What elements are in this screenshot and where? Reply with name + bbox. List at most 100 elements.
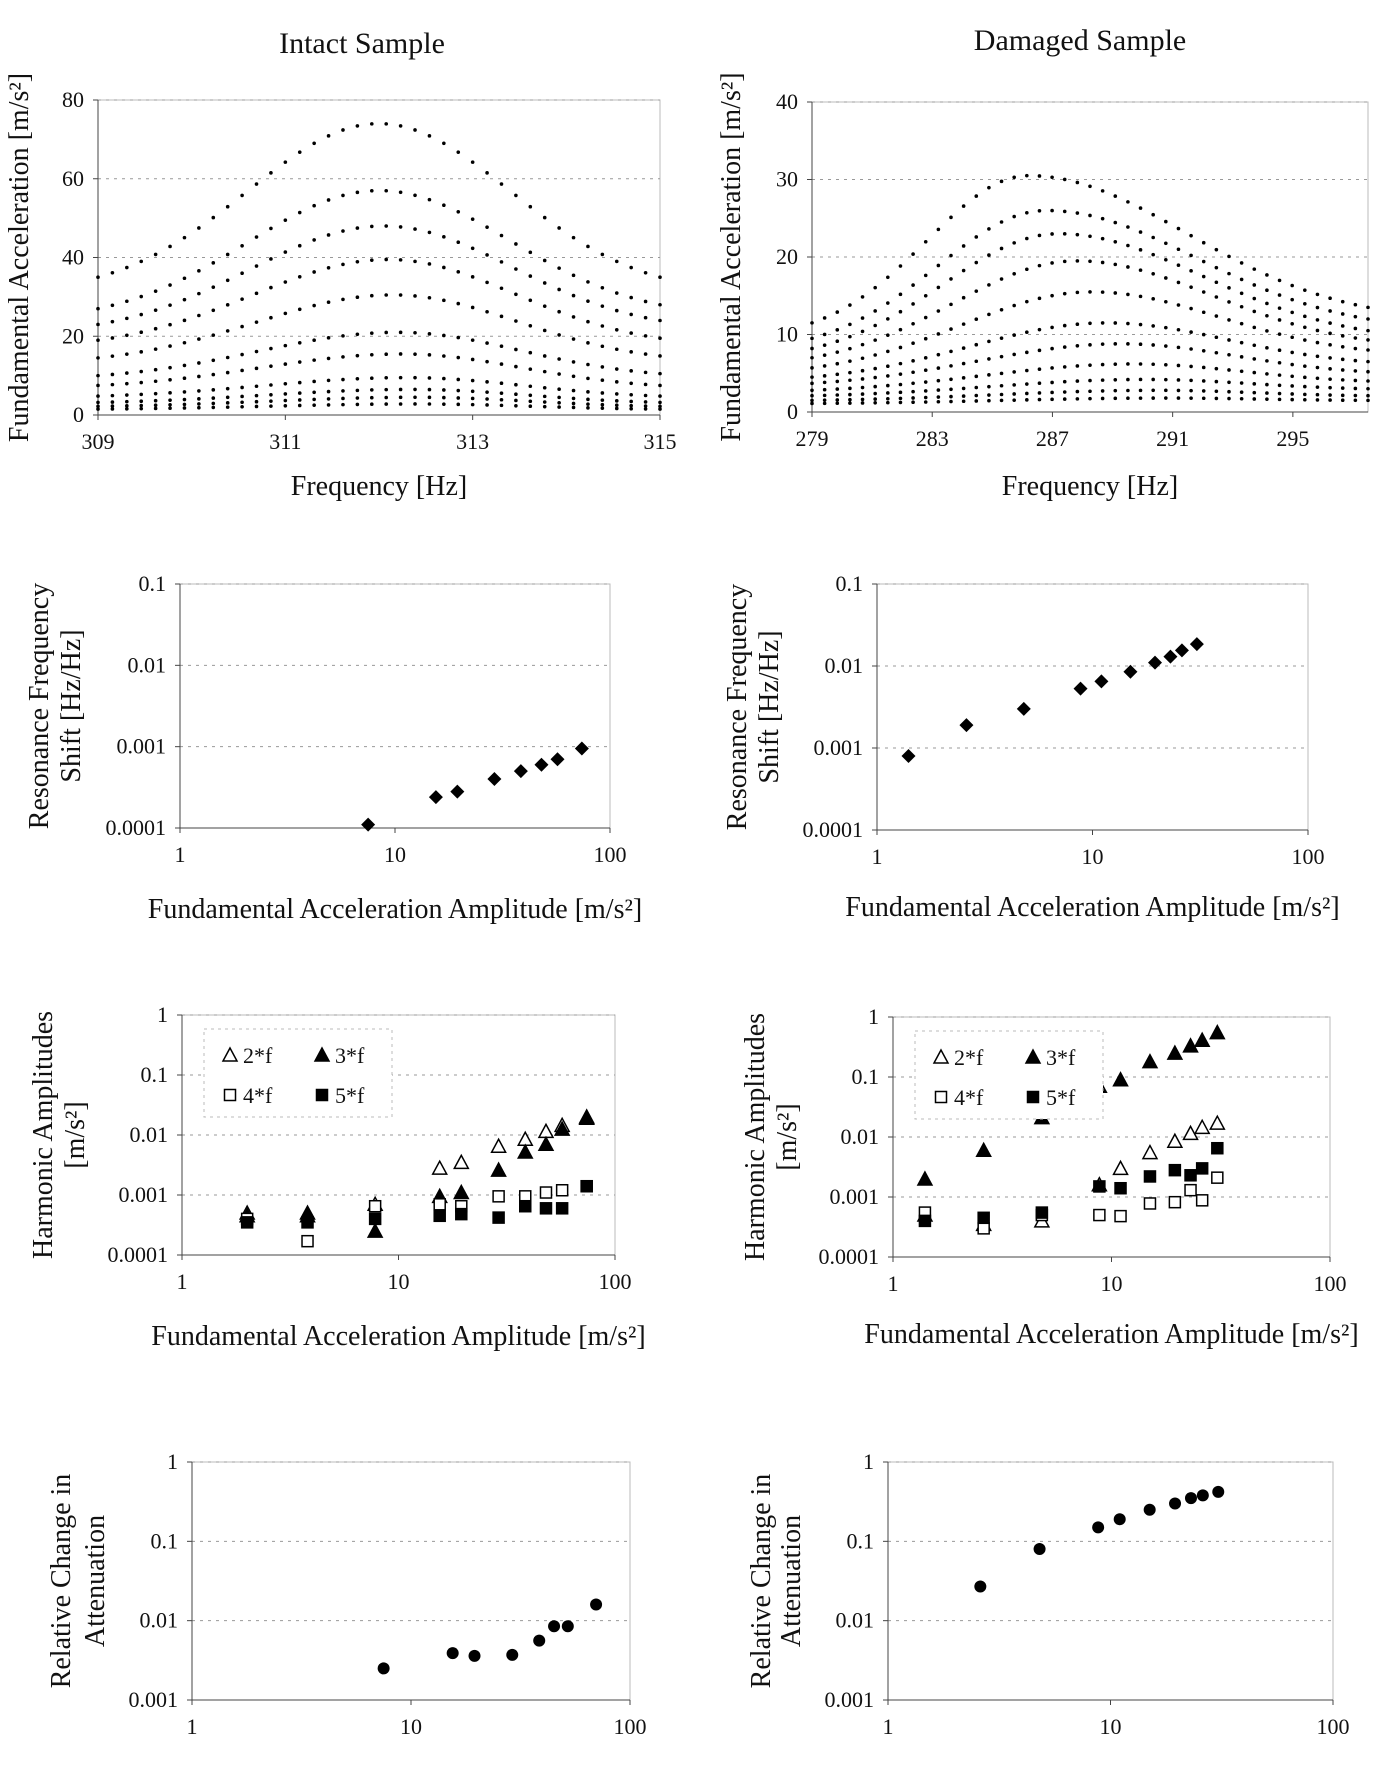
curve-point [886,374,890,378]
curve-point [999,383,1004,388]
curve-point [1201,348,1206,353]
curve-point [341,297,345,302]
curve-point [211,401,216,406]
curve-point [835,372,840,377]
curve-point [923,389,928,393]
curve-point [413,128,417,132]
curve-point [1100,236,1105,241]
curve-point [197,361,201,365]
curve-point [961,399,966,404]
data-point [1209,1023,1226,1040]
curve-point [514,403,518,408]
curve-point [1037,174,1042,178]
curve-point [860,385,865,390]
curve-point [1189,269,1193,273]
y-tick-label: 0.1 [151,1528,179,1553]
curve-point [312,397,316,402]
curve-point [1126,292,1130,297]
curve-point [528,367,533,371]
curve-point [197,402,201,406]
curve-point [139,294,144,299]
curve-point [168,365,172,370]
curve-point [283,398,288,403]
curve-point [643,334,648,338]
data-point [506,1648,519,1661]
curve-point [240,271,244,276]
curve-point [1315,292,1320,297]
x-axis-title: Frequency [Hz] [291,471,467,502]
curve-point [110,319,115,324]
curve-point [822,343,827,347]
curve-point [1088,396,1092,401]
curve-point [1201,396,1206,401]
curve-point [1189,378,1193,383]
curve-point [1012,370,1016,374]
curve-point [1050,397,1054,402]
curve-point [658,318,662,323]
data-point [1182,1124,1199,1141]
curve-point [1214,314,1219,318]
curve-point [240,243,244,248]
y-tick-label: 0.01 [140,1608,179,1633]
curve-point [1012,241,1016,245]
curve-point [341,396,345,401]
curve-point [1075,259,1080,263]
curve-point [1189,285,1193,289]
curve-point [442,265,446,270]
data-point [1166,1044,1184,1060]
curve-point [1201,274,1206,279]
curve-point [1012,175,1016,180]
intact-attenuation-chart: 0.001 0.01 0.1 1 1 10 100 Relative Change in Att… [46,1449,647,1739]
curve-point [1151,324,1155,328]
curve-point [557,387,561,392]
curve-point [999,392,1004,397]
curve-point [1062,323,1067,328]
curve-point [987,227,991,231]
curve-point [586,406,590,410]
curve-point [1138,342,1143,347]
curve-point [1189,306,1193,311]
curve-point [1100,378,1105,382]
curve-point [427,197,432,202]
curve-point [1239,261,1244,265]
x-tick-label: 313 [456,429,489,454]
curve-point [326,233,331,237]
curve-point [898,292,903,297]
data-point [492,1190,505,1203]
curve-point [1151,377,1155,382]
curve-point [110,393,115,398]
y-tick-label: 0.01 [825,653,864,678]
curve-point [1126,342,1130,346]
curve-point [873,285,877,290]
curve-point [369,224,374,229]
y-axis-title: Harmonic Amplitudes [28,1011,59,1259]
curve-point [810,321,814,325]
curve-point [225,401,230,405]
curve-point [197,313,201,318]
damaged-attenuation-chart: 0.001 0.01 0.1 1 1 10 100 Relative Change in Att… [746,1449,1350,1739]
curve-point [456,396,461,400]
curve-point [923,368,928,373]
curve-point [542,354,547,358]
curve-point [1290,283,1294,288]
curve-point [571,374,576,379]
curve-point [848,386,852,391]
data-point [1189,637,1204,652]
curve-point [168,391,172,395]
y-axis-title: Resonance Frequency [722,584,753,830]
curve-point [600,344,605,349]
curve-point [898,400,903,405]
curve-point [470,357,475,362]
curve-point [1277,397,1282,402]
curve-point [1239,381,1244,385]
curve-point [470,396,475,401]
curve-point [398,387,403,392]
curve-point [182,406,187,410]
curve-point [96,275,100,279]
curve-point [1290,384,1294,388]
curve-point [835,379,840,384]
data-point [450,784,465,799]
legend-label: 4*f [954,1085,984,1110]
curve-point [974,317,979,321]
curve-point [600,391,605,395]
